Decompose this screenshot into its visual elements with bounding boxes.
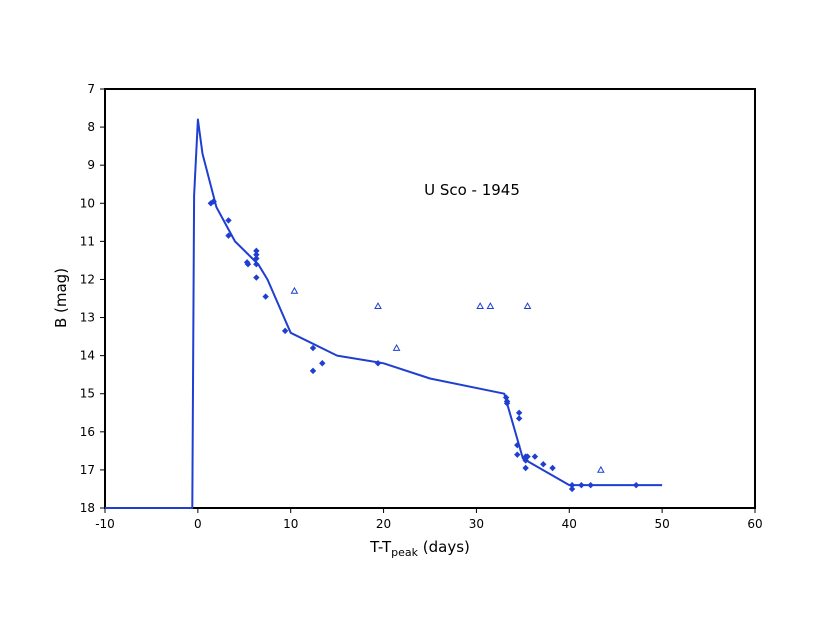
x-tick-label: 10 — [283, 517, 298, 531]
data-point-diamond — [522, 464, 529, 472]
x-tick-label: 0 — [194, 517, 202, 531]
y-tick-label: 7 — [87, 82, 95, 96]
y-tick-label: 15 — [80, 387, 95, 401]
model-line — [105, 118, 663, 509]
axis-ticks: -10 0 10 20 30 40 50 60 7 8 9 10 11 12 13 14 15 16 17 18 — [80, 82, 763, 531]
data-point-diamond — [210, 198, 217, 205]
data-point-diamond — [244, 261, 252, 268]
data-point-diamond — [309, 344, 317, 352]
x-tick-label: 30 — [469, 517, 484, 531]
data-point-diamond — [225, 217, 232, 224]
data-point-triangle — [476, 302, 484, 310]
data-point-diamond — [515, 415, 523, 422]
data-point-diamond — [514, 451, 521, 458]
y-tick-label: 11 — [80, 234, 95, 248]
x-axis-title-tail: (days) — [418, 538, 470, 556]
data-point-diamond — [503, 400, 511, 407]
data-point-triangle — [392, 343, 401, 351]
x-tick-label: 40 — [562, 517, 577, 531]
data-point-diamond — [253, 255, 260, 262]
data-point-diamond — [632, 481, 640, 489]
data-point-diamond — [549, 464, 556, 472]
y-tick-label: 8 — [87, 120, 95, 134]
data-point-diamond — [568, 485, 576, 493]
y-tick-label: 14 — [80, 349, 95, 363]
data-point-diamond — [253, 247, 260, 255]
data-point-diamond — [253, 261, 260, 268]
series-layer — [105, 118, 663, 509]
data-point-diamond — [514, 441, 521, 449]
x-axis-title: T-Tpeak (days) — [369, 538, 470, 559]
y-tick-label: 13 — [80, 311, 95, 325]
y-tick-label: 10 — [80, 196, 95, 210]
y-tick-label: 18 — [80, 501, 95, 515]
x-tick-label: 20 — [376, 517, 391, 531]
data-point-diamond — [524, 453, 531, 460]
data-point-diamond — [309, 367, 317, 375]
data-point-diamond — [225, 232, 232, 239]
x-tick-label: 60 — [747, 517, 762, 531]
x-tick-label: 50 — [655, 517, 670, 531]
data-point-diamond — [253, 274, 260, 281]
y-axis-title: B (mag) — [52, 268, 70, 328]
y-tick-label: 12 — [80, 272, 95, 286]
data-point-diamond — [374, 360, 382, 367]
plot-area: -10 0 10 20 30 40 50 60 7 8 9 10 11 12 13 14 15 16 17 18 — [80, 82, 763, 531]
x-axis-title-main: T-T — [369, 538, 392, 556]
plot-frame — [104, 88, 756, 509]
data-point-diamond — [531, 453, 539, 460]
data-point-diamond — [319, 360, 326, 367]
data-point-diamond — [281, 327, 289, 335]
data-point-diamond — [262, 293, 269, 300]
x-axis-title-subscript: peak — [391, 546, 418, 559]
data-point-triangle — [290, 286, 299, 294]
data-point-triangle — [374, 302, 382, 310]
y-tick-label: 17 — [80, 463, 95, 477]
y-tick-label: 9 — [87, 158, 95, 172]
data-point-triangle — [597, 465, 605, 473]
data-point-diamond — [540, 460, 547, 468]
data-point-triangle — [523, 302, 532, 310]
chart-annotation: U Sco - 1945 — [424, 181, 520, 199]
data-point-diamond — [587, 481, 594, 489]
data-point-triangle — [486, 302, 495, 310]
data-point-diamond — [568, 481, 576, 489]
data-point-diamond — [578, 481, 585, 489]
data-point-diamond — [253, 251, 260, 258]
data-point-diamond — [515, 409, 523, 416]
x-tick-label: -10 — [95, 517, 115, 531]
y-tick-label: 16 — [80, 425, 95, 439]
